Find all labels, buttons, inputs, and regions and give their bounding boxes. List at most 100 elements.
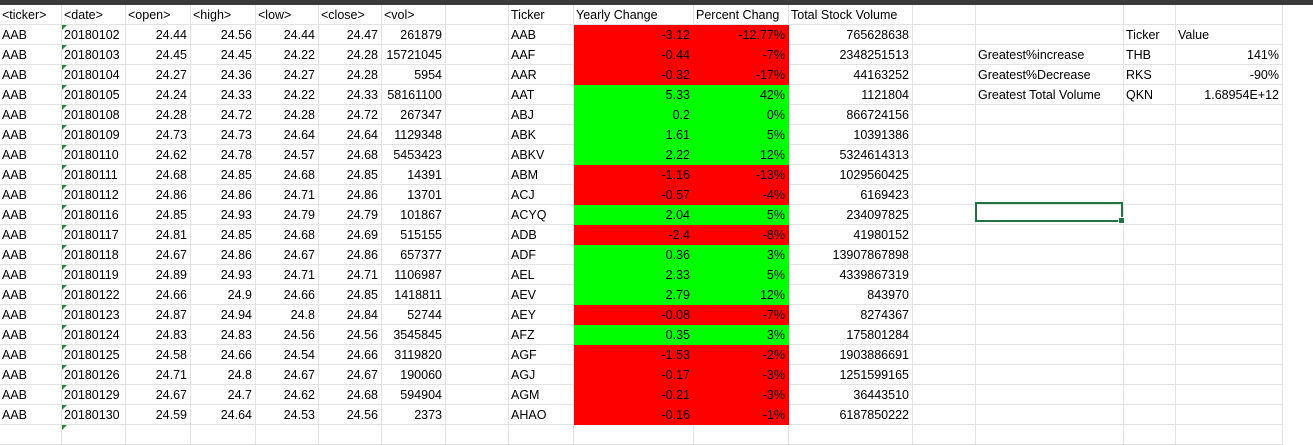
raw-data-cell[interactable]: 190060 xyxy=(382,365,446,385)
empty-cell[interactable] xyxy=(913,45,976,65)
greatest-label-cell[interactable]: Greatest%increase xyxy=(976,45,1124,65)
raw-data-cell[interactable]: AAB xyxy=(0,105,62,125)
greatest-header-cell[interactable]: Ticker xyxy=(1124,25,1176,45)
empty-cell[interactable] xyxy=(1124,385,1176,405)
summary-header-cell[interactable]: Ticker xyxy=(509,5,574,25)
total-volume-cell[interactable]: 5324614313 xyxy=(789,145,913,165)
raw-data-cell[interactable]: 20180118 xyxy=(62,245,126,265)
raw-data-cell[interactable]: AAB xyxy=(0,45,62,65)
empty-cell[interactable] xyxy=(1124,345,1176,365)
raw-data-cell[interactable]: 24.56 xyxy=(191,25,256,45)
summary-ticker-cell[interactable]: AAB xyxy=(509,25,574,45)
summary-header-cell[interactable]: Percent Chang xyxy=(694,5,789,25)
empty-cell[interactable] xyxy=(1176,205,1283,225)
raw-data-cell[interactable]: 24.66 xyxy=(126,285,191,305)
yearly-change-cell[interactable]: -0.21 xyxy=(574,385,694,405)
empty-cell[interactable] xyxy=(1176,245,1283,265)
raw-data-cell[interactable]: 24.24 xyxy=(126,85,191,105)
percent-change-cell[interactable]: 12% xyxy=(694,145,789,165)
raw-data-cell[interactable]: AAB xyxy=(0,145,62,165)
greatest-header-cell[interactable]: Value xyxy=(1176,25,1283,45)
percent-change-cell[interactable]: -12.77% xyxy=(694,25,789,45)
raw-data-cell[interactable]: 24.33 xyxy=(191,85,256,105)
empty-cell[interactable] xyxy=(446,165,509,185)
empty-cell[interactable] xyxy=(1176,385,1283,405)
percent-change-cell[interactable]: 5% xyxy=(694,265,789,285)
empty-cell[interactable] xyxy=(1124,145,1176,165)
empty-cell[interactable] xyxy=(1124,285,1176,305)
empty-cell[interactable] xyxy=(446,325,509,345)
raw-data-cell[interactable]: 24.78 xyxy=(191,145,256,165)
empty-cell[interactable] xyxy=(913,85,976,105)
yearly-change-cell[interactable]: 2.04 xyxy=(574,205,694,225)
raw-data-cell[interactable]: 24.85 xyxy=(126,205,191,225)
summary-ticker-cell[interactable]: ACJ xyxy=(509,185,574,205)
raw-data-cell[interactable]: 24.8 xyxy=(256,305,319,325)
summary-ticker-cell[interactable]: AEL xyxy=(509,265,574,285)
empty-cell[interactable] xyxy=(976,225,1124,245)
empty-cell[interactable] xyxy=(62,425,126,445)
raw-data-cell[interactable]: 20180110 xyxy=(62,145,126,165)
percent-change-cell[interactable]: 5% xyxy=(694,205,789,225)
raw-data-cell[interactable]: 24.73 xyxy=(126,125,191,145)
total-volume-cell[interactable]: 843970 xyxy=(789,285,913,305)
raw-data-cell[interactable]: 24.73 xyxy=(191,125,256,145)
empty-cell[interactable] xyxy=(319,425,382,445)
yearly-change-cell[interactable]: 2.79 xyxy=(574,285,694,305)
empty-cell[interactable] xyxy=(0,425,62,445)
raw-data-cell[interactable]: 24.68 xyxy=(256,165,319,185)
raw-data-cell[interactable]: AAB xyxy=(0,345,62,365)
yearly-change-cell[interactable]: -1.16 xyxy=(574,165,694,185)
total-volume-cell[interactable]: 36443510 xyxy=(789,385,913,405)
empty-cell[interactable] xyxy=(976,305,1124,325)
raw-data-cell[interactable]: 1418811 xyxy=(382,285,446,305)
raw-data-cell[interactable]: 24.44 xyxy=(256,25,319,45)
empty-cell[interactable] xyxy=(913,325,976,345)
empty-cell[interactable] xyxy=(976,145,1124,165)
empty-cell[interactable] xyxy=(1124,225,1176,245)
raw-data-cell[interactable]: 58161100 xyxy=(382,85,446,105)
empty-cell[interactable] xyxy=(976,245,1124,265)
raw-data-cell[interactable]: 24.71 xyxy=(126,365,191,385)
raw-data-cell[interactable]: 5453423 xyxy=(382,145,446,165)
empty-cell[interactable] xyxy=(1176,345,1283,365)
total-volume-cell[interactable]: 175801284 xyxy=(789,325,913,345)
empty-cell[interactable] xyxy=(976,5,1124,25)
summary-ticker-cell[interactable]: ABK xyxy=(509,125,574,145)
total-volume-cell[interactable]: 234097825 xyxy=(789,205,913,225)
empty-cell[interactable] xyxy=(446,385,509,405)
total-volume-cell[interactable]: 4339867319 xyxy=(789,265,913,285)
raw-data-cell[interactable]: 24.86 xyxy=(319,245,382,265)
empty-cell[interactable] xyxy=(1176,125,1283,145)
raw-data-cell[interactable]: 24.9 xyxy=(191,285,256,305)
greatest-value-cell[interactable]: 141% xyxy=(1176,45,1283,65)
raw-data-cell[interactable]: 24.67 xyxy=(256,245,319,265)
empty-cell[interactable] xyxy=(976,265,1124,285)
empty-cell[interactable] xyxy=(126,425,191,445)
raw-data-cell[interactable]: 24.27 xyxy=(126,65,191,85)
raw-data-cell[interactable]: 24.58 xyxy=(126,345,191,365)
empty-cell[interactable] xyxy=(446,345,509,365)
empty-cell[interactable] xyxy=(913,145,976,165)
raw-header-cell[interactable]: <low> xyxy=(256,5,319,25)
raw-header-cell[interactable]: <open> xyxy=(126,5,191,25)
empty-cell[interactable] xyxy=(913,65,976,85)
percent-change-cell[interactable]: 42% xyxy=(694,85,789,105)
raw-data-cell[interactable]: 24.71 xyxy=(319,265,382,285)
raw-header-cell[interactable]: <date> xyxy=(62,5,126,25)
raw-data-cell[interactable]: AAB xyxy=(0,65,62,85)
yearly-change-cell[interactable]: -0.17 xyxy=(574,365,694,385)
empty-cell[interactable] xyxy=(446,425,509,445)
raw-data-cell[interactable]: 24.94 xyxy=(191,305,256,325)
raw-data-cell[interactable]: 20180112 xyxy=(62,185,126,205)
summary-ticker-cell[interactable]: AGJ xyxy=(509,365,574,385)
empty-cell[interactable] xyxy=(976,345,1124,365)
summary-ticker-cell[interactable]: ACYQ xyxy=(509,205,574,225)
raw-data-cell[interactable]: 24.66 xyxy=(191,345,256,365)
empty-cell[interactable] xyxy=(913,345,976,365)
raw-data-cell[interactable]: 24.68 xyxy=(319,145,382,165)
raw-data-cell[interactable]: 24.85 xyxy=(319,285,382,305)
empty-cell[interactable] xyxy=(1176,425,1283,445)
raw-data-cell[interactable]: 20180122 xyxy=(62,285,126,305)
raw-data-cell[interactable]: 24.72 xyxy=(191,105,256,125)
